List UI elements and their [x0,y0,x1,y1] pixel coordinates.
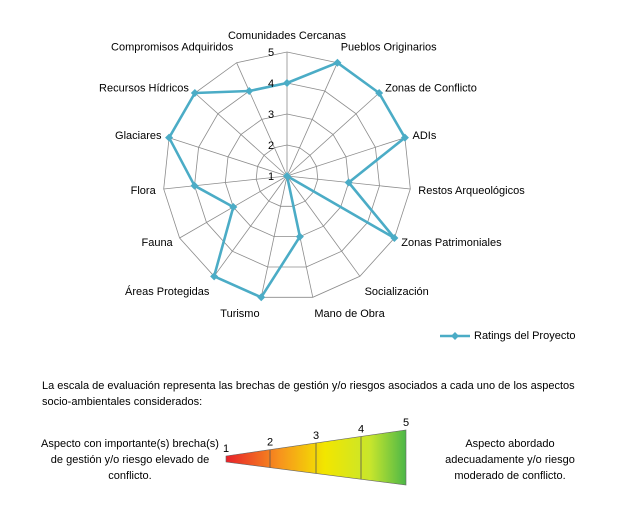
category-label: Comunidades Cercanas [228,30,347,42]
data-point [400,133,409,142]
category-label: Zonas de Conflicto [385,83,477,95]
data-point [333,58,342,67]
grid-spoke [236,62,288,177]
category-label: Flora [131,185,157,197]
category-label: Áreas Protegidas [125,285,210,298]
ring-labels: 1 2 3 4 5 [268,47,274,183]
ring-tick-label: 1 [268,171,274,183]
ring-tick-label: 5 [268,47,274,59]
ring-tick-label: 4 [268,78,274,90]
data-point [375,89,384,98]
grid-spoke [194,92,288,177]
grid-spoke [163,175,288,190]
series-line [167,61,407,299]
grid-spoke [260,175,288,298]
scale-high-note: Aspecto abordado adecuadamente y/o riesg… [445,438,575,482]
radar-series [165,58,409,302]
data-point [283,172,291,180]
grid-spoke [286,175,361,277]
grid-ring [224,113,350,238]
grid-spoke [168,137,288,177]
data-point [165,133,174,142]
data-point [229,203,238,211]
category-label: Compromisos Adquiridos [111,41,234,53]
category-label: Glaciares [115,130,162,142]
category-label: Restos Arqueológicos [418,185,525,197]
category-label: Turismo [220,308,259,320]
legend: Ratings del Proyecto [440,330,576,342]
grid-spoke [286,137,406,177]
data-point [210,272,219,281]
scale-label: 4 [358,424,364,436]
grid-spoke [213,175,288,277]
legend-label: Ratings del Proyecto [474,330,576,342]
category-label: ADIs [413,130,437,142]
grid-spoke [286,62,338,177]
scale-label: 3 [313,430,319,442]
category-label: Pueblos Originarios [341,41,437,53]
ring-tick-label: 3 [268,109,274,121]
grid-ring [194,82,380,268]
data-point [190,89,199,98]
grid-ring [255,144,319,207]
scale-low-note: Aspecto con importante(s) brecha(s) de g… [41,438,219,482]
category-label: Fauna [141,237,173,249]
data-point [257,293,266,302]
scale-labels: 1 2 3 4 5 [223,417,409,455]
scale-description: La escala de evaluación representa las b… [42,380,575,408]
legend-marker-icon [440,332,470,340]
data-point [344,178,353,187]
category-label: Mano de Obra [314,308,385,320]
category-label: Zonas Patrimoniales [401,237,502,249]
rating-scale-wedge: 1 2 3 4 5 [223,417,409,486]
data-point [390,234,399,242]
category-label: Recursos Hídricos [99,83,189,95]
category-label: Socialización [365,286,429,298]
data-point [283,79,291,87]
scale-ticks [269,436,362,480]
data-point [190,181,199,190]
scale-label: 1 [223,443,229,455]
data-point [245,87,254,96]
grid-spoke [286,92,380,177]
ring-tick-label: 2 [268,140,274,152]
scale-label: 5 [403,417,409,429]
data-point [295,232,304,241]
scale-label: 2 [267,437,273,449]
